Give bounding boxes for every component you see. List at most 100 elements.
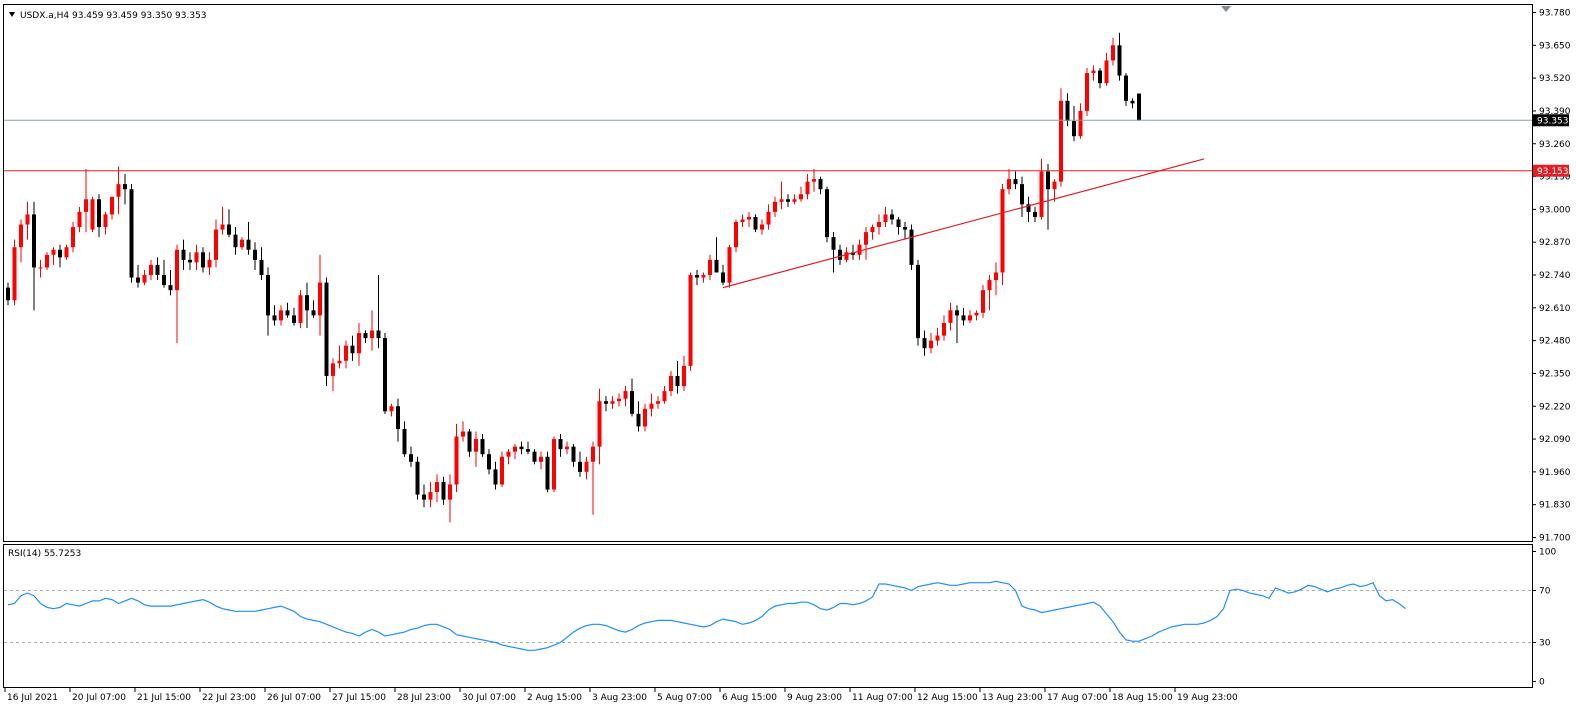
candle-body <box>1072 121 1076 137</box>
candle-body <box>974 312 979 316</box>
candle-body <box>77 211 82 228</box>
candle-body <box>734 221 738 248</box>
candle-body <box>461 431 465 437</box>
candle-body <box>51 249 56 255</box>
candle-body <box>649 403 654 409</box>
y-tick-label: 93.520 <box>1539 74 1571 84</box>
candle-body <box>851 252 855 255</box>
candle-body <box>617 398 621 402</box>
candle-body <box>545 456 550 490</box>
candle-body <box>240 239 244 248</box>
candle-body <box>636 413 641 427</box>
symbol-dropdown-icon[interactable] <box>9 12 15 17</box>
candle-body <box>253 249 257 260</box>
candle-body <box>422 494 426 500</box>
candle-body <box>1059 100 1063 182</box>
candle-body <box>1039 171 1044 217</box>
candle-body <box>675 375 680 387</box>
candle-body <box>305 295 309 311</box>
candle-body <box>1052 181 1057 190</box>
time-axis[interactable]: 16 Jul 2021 20 Jul 07:00 21 Jul 15:00 22 Ju… <box>4 688 1238 703</box>
resistance-price-tag: 93.153 <box>1537 167 1569 177</box>
y-tick-label: 92.350 <box>1539 369 1571 379</box>
candle-body <box>662 391 667 402</box>
shift-marker-icon[interactable] <box>1221 6 1231 12</box>
candle-body <box>1078 110 1083 137</box>
candle-body <box>259 259 264 275</box>
current-price-tag-box <box>1533 114 1569 127</box>
x-tick-label: 28 Jul 23:00 <box>397 693 451 703</box>
candle-body <box>110 196 114 215</box>
resistance-price-tag-box <box>1533 164 1569 177</box>
candle-body <box>454 436 459 485</box>
candle-body <box>955 310 959 316</box>
candle-body <box>279 310 283 321</box>
candle-body <box>922 338 927 349</box>
rsi-axis[interactable]: 100 70 30 0 <box>1532 548 1556 688</box>
candle-body <box>298 295 303 323</box>
candle-body <box>623 391 628 399</box>
candle-body <box>682 365 686 387</box>
y-tick-label: 92.740 <box>1539 271 1571 281</box>
candle-body <box>909 229 914 265</box>
candle-body <box>552 439 556 490</box>
price-axis[interactable]: 93.780 93.650 93.520 93.390 93.260 93.130 93.0… <box>1532 9 1571 544</box>
candle-body <box>1007 179 1011 190</box>
trendline[interactable] <box>722 158 1205 289</box>
candle-body <box>740 219 745 222</box>
y-tick-label: 92.870 <box>1539 238 1571 248</box>
candle-body <box>136 277 140 283</box>
candle-body <box>227 224 231 235</box>
candle-body <box>695 275 699 278</box>
y-tick-label: 92.610 <box>1539 304 1571 314</box>
candle-body <box>727 247 732 283</box>
candle-body <box>25 214 30 225</box>
y-tick-label: 93.390 <box>1539 107 1571 117</box>
candle-body <box>324 282 329 376</box>
candle-body <box>571 446 576 462</box>
candle-body <box>214 229 218 260</box>
candle-body <box>415 461 420 495</box>
candle-body <box>857 244 862 255</box>
candle-body <box>753 216 758 230</box>
symbol-header: USDX.a,H4 93.459 93.459 93.350 93.353 <box>20 11 207 21</box>
candle-body <box>779 199 784 202</box>
candle-body <box>1026 204 1031 212</box>
candle-body <box>584 461 589 472</box>
candle-body <box>766 211 771 225</box>
candle-body <box>1098 70 1102 84</box>
candle-body <box>402 428 407 455</box>
candle-body <box>831 237 836 250</box>
candle-body <box>1046 171 1050 190</box>
rsi-line <box>7 580 1406 651</box>
candle-body <box>12 247 17 301</box>
candle-body <box>818 179 823 190</box>
candle-body <box>1117 45 1122 76</box>
x-tick-label: 5 Aug 07:00 <box>657 693 712 703</box>
y-tick-label: 91.830 <box>1539 501 1571 511</box>
x-tick-label: 3 Aug 23:00 <box>592 693 647 703</box>
candle-body <box>1091 70 1096 74</box>
candle-body <box>968 315 972 321</box>
candle-body <box>441 481 446 500</box>
x-tick-label: 20 Jul 07:00 <box>72 693 126 703</box>
candle-body <box>194 252 199 263</box>
candle-body <box>435 481 439 493</box>
rsi-header: RSI(14) 55.7253 <box>8 549 81 559</box>
rsi-series <box>4 580 1532 651</box>
candle-body <box>90 199 95 230</box>
candle-body <box>994 272 998 281</box>
candle-body <box>896 219 901 228</box>
candle-body <box>656 401 660 404</box>
candle-body <box>181 249 186 260</box>
rsi-tick-label: 0 <box>1539 678 1545 688</box>
candle-body <box>396 406 400 429</box>
candle-body <box>610 401 615 404</box>
x-tick-label: 19 Aug 23:00 <box>1177 693 1238 703</box>
rsi-pane-frame <box>3 544 1533 688</box>
y-tick-label: 93.780 <box>1539 9 1571 19</box>
candle-body <box>1130 100 1135 104</box>
candle-body <box>870 227 875 233</box>
y-tick-label: 92.220 <box>1539 402 1571 412</box>
